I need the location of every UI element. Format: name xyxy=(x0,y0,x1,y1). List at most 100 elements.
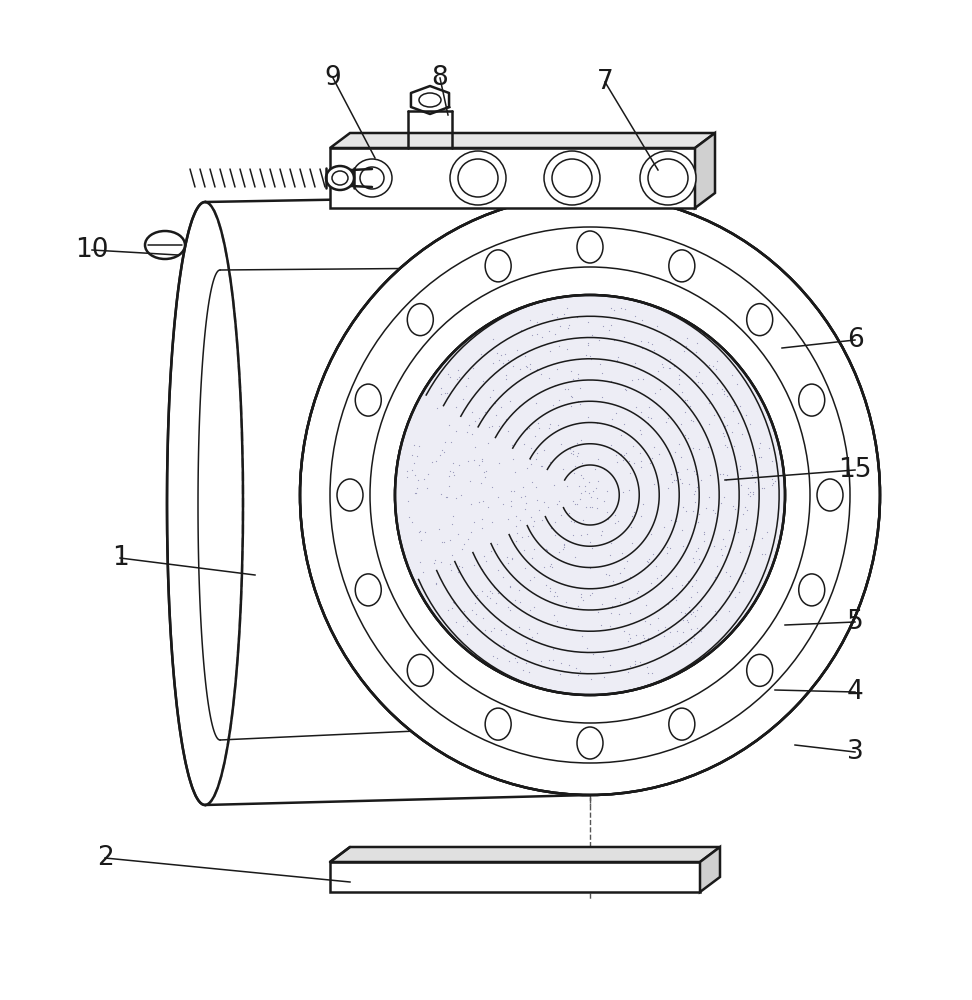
Point xyxy=(639,659,654,675)
Point xyxy=(596,493,611,509)
Point xyxy=(441,478,457,494)
Point xyxy=(729,376,745,392)
Point xyxy=(648,395,664,411)
Point xyxy=(549,613,565,629)
Point xyxy=(459,613,474,629)
Point xyxy=(627,308,642,324)
Point xyxy=(521,621,537,637)
Point xyxy=(721,603,737,619)
Point xyxy=(456,536,471,552)
Point xyxy=(707,538,722,554)
Point xyxy=(724,367,740,383)
Point xyxy=(629,585,644,601)
Point xyxy=(650,363,666,379)
Point xyxy=(655,359,671,375)
Point xyxy=(637,561,652,577)
Point xyxy=(566,371,581,387)
Point xyxy=(513,489,529,505)
Point xyxy=(486,577,502,593)
Ellipse shape xyxy=(746,654,773,686)
Point xyxy=(557,381,573,397)
Point xyxy=(546,588,562,604)
Point xyxy=(716,409,732,425)
Point xyxy=(418,524,434,540)
Point xyxy=(626,455,642,471)
Point xyxy=(564,363,579,379)
Point xyxy=(450,362,466,378)
Point xyxy=(409,480,425,496)
Point xyxy=(616,560,632,576)
Point xyxy=(517,501,533,517)
Point xyxy=(716,489,732,505)
Point xyxy=(574,470,590,486)
Point xyxy=(568,458,583,474)
Point xyxy=(714,547,730,563)
Point xyxy=(547,514,563,530)
Point xyxy=(690,540,706,556)
Point xyxy=(512,512,528,528)
Point xyxy=(473,511,489,527)
Point xyxy=(451,526,467,542)
Point xyxy=(406,437,422,453)
Point xyxy=(662,540,677,556)
Ellipse shape xyxy=(669,708,695,740)
Point xyxy=(592,356,608,372)
Point xyxy=(503,483,519,499)
Point xyxy=(530,326,545,342)
Point xyxy=(607,515,622,531)
Point xyxy=(734,426,749,442)
Point xyxy=(474,561,490,577)
Point xyxy=(515,662,531,678)
Point xyxy=(644,336,660,352)
Point xyxy=(565,527,580,543)
Point xyxy=(542,454,558,470)
Point xyxy=(694,623,710,639)
Point xyxy=(582,348,598,364)
Point xyxy=(590,604,606,620)
Point xyxy=(648,558,664,574)
Point xyxy=(709,612,724,628)
Point xyxy=(558,594,573,610)
Point xyxy=(668,513,683,529)
Point xyxy=(708,603,723,619)
Point xyxy=(603,317,618,333)
Point xyxy=(685,604,701,620)
Point xyxy=(752,435,768,451)
Point xyxy=(710,558,725,574)
Point xyxy=(750,449,766,465)
Point xyxy=(637,630,652,646)
Point xyxy=(672,376,687,392)
Point xyxy=(624,519,640,535)
Point xyxy=(477,404,493,420)
Point xyxy=(689,620,705,636)
Point xyxy=(411,438,427,454)
Point xyxy=(500,511,515,527)
Point xyxy=(484,585,500,601)
Point xyxy=(442,532,458,548)
Point xyxy=(582,560,598,576)
Point xyxy=(501,410,516,426)
Point xyxy=(604,598,619,614)
Point xyxy=(692,441,708,457)
Point xyxy=(645,546,661,562)
Point xyxy=(504,551,520,567)
Point xyxy=(600,511,615,527)
Point xyxy=(522,451,538,467)
Point xyxy=(676,612,691,628)
Point xyxy=(636,371,651,387)
Point xyxy=(602,567,617,583)
Point xyxy=(693,598,709,614)
Point xyxy=(575,592,591,608)
Point xyxy=(688,543,704,559)
Point xyxy=(497,638,512,654)
Point xyxy=(438,489,454,505)
Point xyxy=(701,416,716,432)
Point xyxy=(743,416,758,432)
Point xyxy=(568,549,583,565)
Point xyxy=(524,440,539,456)
Point xyxy=(578,347,594,363)
Point xyxy=(574,628,590,644)
Point xyxy=(609,352,625,368)
Point xyxy=(467,452,482,468)
Point xyxy=(713,495,729,511)
